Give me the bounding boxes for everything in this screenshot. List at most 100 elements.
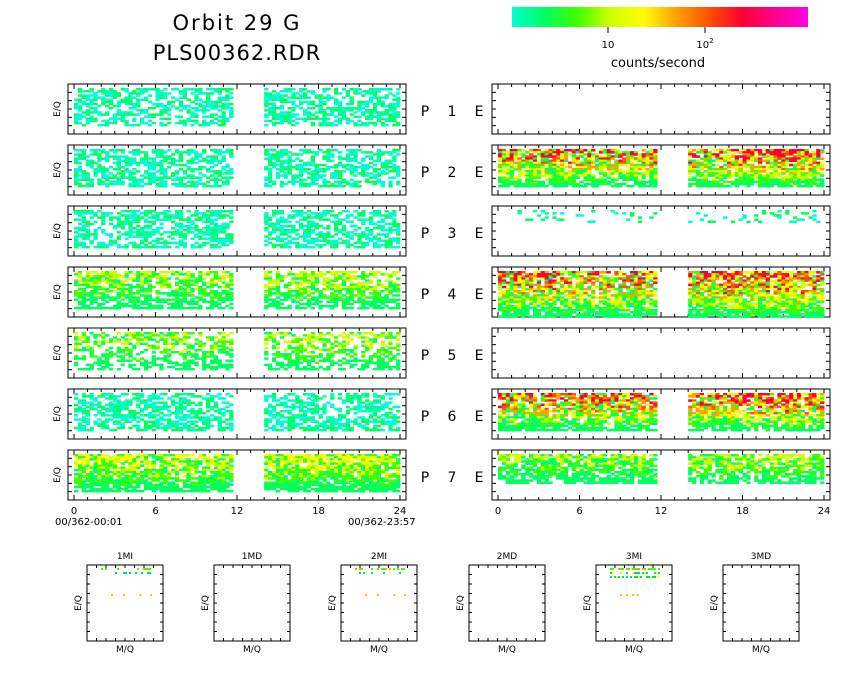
heatmap-cell xyxy=(610,170,615,173)
heatmap-cell xyxy=(820,165,825,169)
heatmap-cell xyxy=(128,172,133,175)
heatmap-cell xyxy=(726,174,732,177)
heatmap-cell xyxy=(128,151,133,154)
heatmap-cell xyxy=(213,212,218,215)
heatmap-cell xyxy=(229,168,234,171)
heatmap-cell xyxy=(209,243,215,247)
heatmap-cell xyxy=(345,216,350,219)
heatmap-cell xyxy=(101,241,106,245)
heatmap-cell xyxy=(591,149,596,152)
heatmap-cell xyxy=(330,214,335,217)
heatmap-cell xyxy=(773,271,778,274)
heatmap-cell xyxy=(116,180,121,184)
heatmap-cell xyxy=(341,233,347,236)
heatmap-cell xyxy=(318,235,323,238)
heatmap-cell xyxy=(299,235,304,238)
heatmap-cell xyxy=(719,178,724,182)
heatmap-cell xyxy=(136,271,141,274)
heatmap-cell xyxy=(357,180,362,184)
heatmap-cell xyxy=(376,113,381,116)
heatmap-cell xyxy=(178,210,184,213)
heatmap-cell xyxy=(93,109,98,112)
heatmap-cell xyxy=(182,241,187,245)
heatmap-cell xyxy=(77,275,83,278)
heatmap-cell xyxy=(128,220,133,224)
heatmap-cell xyxy=(198,98,203,102)
heatmap-cell xyxy=(376,149,381,152)
heatmap-cell xyxy=(271,180,277,184)
heatmap-cell xyxy=(816,157,821,160)
heatmap-cell xyxy=(341,115,347,118)
heatmap-cell xyxy=(361,287,366,291)
heatmap-cell xyxy=(361,159,366,163)
heatmap-cell xyxy=(139,241,145,245)
heatmap-cell xyxy=(264,304,269,308)
heatmap-cell xyxy=(610,165,615,169)
heatmap-cell xyxy=(392,98,397,102)
heatmap-cell xyxy=(734,271,740,274)
heatmap-cell xyxy=(765,149,771,152)
heatmap-cell xyxy=(595,165,600,169)
heatmap-cell xyxy=(167,155,172,158)
heatmap-cell xyxy=(641,165,646,169)
heatmap-cell xyxy=(637,220,642,224)
heatmap-cell xyxy=(93,292,98,295)
heatmap-cell xyxy=(645,161,650,165)
heatmap-cell xyxy=(322,180,327,184)
heatmap-cell xyxy=(384,296,389,299)
heatmap-cell xyxy=(101,92,106,95)
heatmap-cell xyxy=(330,273,335,276)
heatmap-cell xyxy=(618,151,623,154)
heatmap-cell xyxy=(337,241,343,245)
heatmap-cell xyxy=(159,113,164,116)
heatmap-cell xyxy=(536,180,542,184)
heatmap-cell xyxy=(598,168,604,171)
heatmap-cell xyxy=(105,111,110,114)
heatmap-cell xyxy=(295,229,300,232)
heatmap-cell xyxy=(136,123,141,127)
heatmap-cell xyxy=(85,235,90,238)
heatmap-cell xyxy=(349,275,354,278)
heatmap-cell xyxy=(108,216,114,219)
heatmap-cell xyxy=(556,174,561,177)
heatmap-cell xyxy=(777,184,782,188)
heatmap-cell xyxy=(567,180,573,184)
heatmap-cell xyxy=(194,214,199,217)
heatmap-cell xyxy=(376,172,381,175)
heatmap-cell xyxy=(773,172,778,175)
heatmap-cell xyxy=(182,218,187,221)
heatmap-cell xyxy=(271,153,277,156)
heatmap-cell xyxy=(124,161,129,165)
heatmap-cell xyxy=(139,287,145,291)
heatmap-cell xyxy=(306,100,312,104)
heatmap-cell xyxy=(93,281,98,285)
heatmap-cell xyxy=(116,300,121,304)
heatmap-cell xyxy=(353,92,358,95)
heatmap-cell xyxy=(633,176,639,179)
heatmap-cell xyxy=(163,159,168,163)
heatmap-cell xyxy=(116,161,121,165)
heatmap-cell xyxy=(77,88,83,91)
heatmap-cell xyxy=(283,168,288,171)
heatmap-cell xyxy=(754,218,759,221)
heatmap-cell xyxy=(730,172,736,175)
heatmap-cell xyxy=(221,243,226,247)
heatmap-cell xyxy=(372,212,378,215)
heatmap-cell xyxy=(692,155,697,158)
heatmap-cell xyxy=(337,111,343,114)
heatmap-cell xyxy=(178,119,184,123)
heatmap-cell xyxy=(194,212,199,215)
heatmap-cell xyxy=(213,222,218,226)
heatmap-cell xyxy=(629,168,635,171)
heatmap-cell xyxy=(334,214,339,217)
heatmap-cell xyxy=(322,182,327,186)
heatmap-cell xyxy=(688,176,693,179)
heatmap-cell xyxy=(159,90,164,93)
heatmap-cell xyxy=(618,153,623,156)
heatmap-cell xyxy=(380,170,385,173)
heatmap-cell xyxy=(517,163,522,167)
heatmap-cell xyxy=(77,157,83,160)
heatmap-cell xyxy=(116,275,121,278)
heatmap-cell xyxy=(614,155,619,158)
heatmap-cell xyxy=(544,163,549,167)
